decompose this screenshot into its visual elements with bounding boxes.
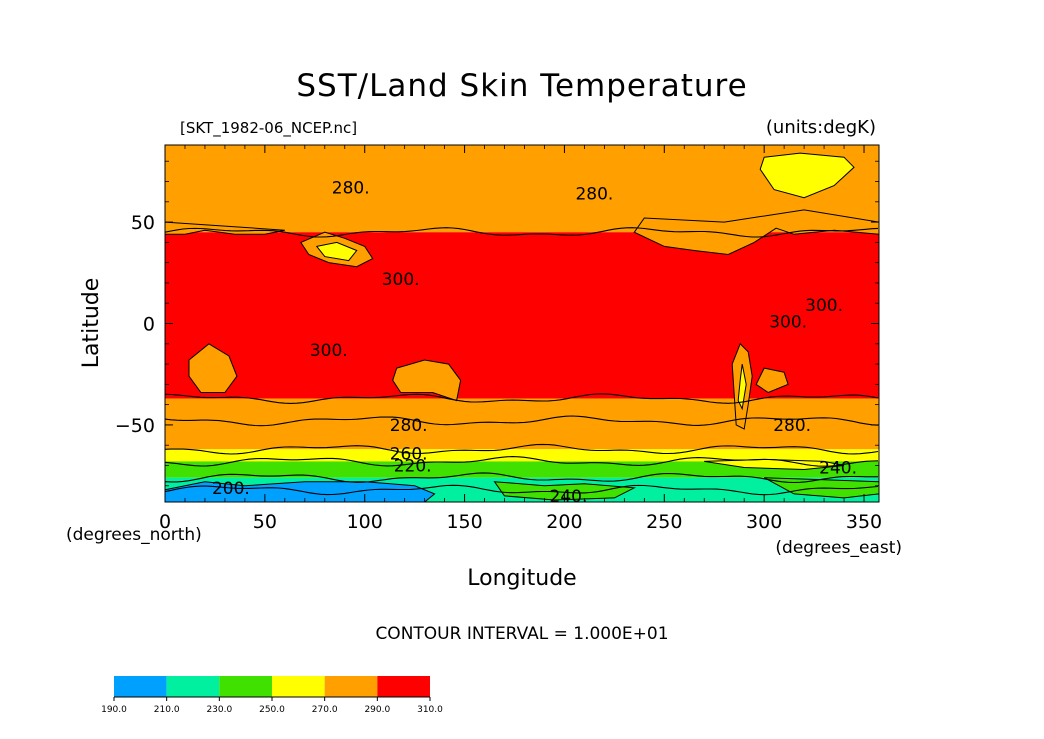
contour-label: 300. — [769, 312, 807, 332]
region-outline-9 — [165, 221, 285, 235]
y-tick-label: 0 — [143, 314, 155, 336]
contour-interval: CONTOUR INTERVAL = 1.000E+01 — [375, 624, 668, 644]
contour-label: 280. — [773, 416, 811, 436]
band-1 — [165, 232, 879, 399]
contour-labels: 280. 280.300.300.300.300.280. 280.260.220.… — [212, 179, 857, 507]
region-outline-8 — [633, 209, 879, 256]
axis-ticks: 0 50 100 150 200 250 300 350 −50 0 50 — [115, 145, 882, 533]
x-tick-label: 50 — [253, 511, 277, 533]
region-outline-7 — [755, 367, 789, 394]
colorbar-label: 230.0 — [206, 705, 232, 715]
x-tick-label: 0 — [159, 511, 171, 533]
x-tick-label: 350 — [846, 511, 882, 533]
contour-lines — [165, 152, 879, 502]
region-europe-west — [165, 222, 285, 235]
colorbar-label: 250.0 — [259, 705, 285, 715]
contour-label: 200. — [212, 479, 250, 499]
x-tick-label: 100 — [347, 511, 383, 533]
region-outline-10 — [165, 481, 436, 502]
region-outline-2 — [315, 241, 358, 262]
region-outline-6 — [737, 364, 747, 411]
colorbar-label: 290.0 — [364, 705, 390, 715]
contour-line-2 — [165, 415, 879, 427]
region-australia — [392, 360, 461, 401]
contour-line-6 — [165, 484, 879, 496]
region-outline-5 — [731, 342, 753, 430]
y-tick-label: −50 — [115, 415, 155, 437]
contour-label: 300. — [382, 270, 420, 290]
chart-title: SST/Land Skin Temperature — [296, 68, 747, 104]
contour-label: 280. — [390, 416, 428, 436]
region-south-america-east — [756, 368, 789, 393]
colorbar-label: 310.0 — [417, 705, 443, 715]
region-outline-13 — [704, 458, 845, 471]
region-southern-africa — [189, 343, 237, 393]
region-outline-0 — [759, 152, 855, 199]
region-outline-3 — [188, 343, 238, 393]
region-antarctica-green-central — [494, 481, 635, 500]
region-antarctica-yellow-tongue — [704, 459, 844, 470]
contour-line-0 — [165, 227, 879, 238]
contour-label: 240. — [550, 487, 588, 507]
contour-label: 280. — [575, 185, 613, 205]
band-3 — [165, 449, 879, 462]
colorbar-label: 190.0 — [101, 705, 127, 715]
contour-label: 300. — [310, 341, 348, 361]
colorbar: 190.0 210.0 230.0 250.0 270.0 290.0 310.0 — [101, 676, 443, 715]
colorbar-label: 210.0 — [154, 705, 180, 715]
contour-line-5 — [165, 472, 878, 484]
chart-subtitle-right: (units:degK) — [766, 117, 876, 138]
contour-label: 300. — [805, 296, 843, 316]
colorbar-swatch — [272, 676, 325, 697]
y-axis-unit: (degrees_north) — [66, 525, 202, 545]
region-antarctica-deep — [165, 481, 435, 502]
contour-label: 280. — [332, 179, 370, 199]
x-tick-label: 150 — [446, 511, 482, 533]
contour-line-3 — [165, 443, 879, 455]
band-2 — [165, 398, 879, 450]
contour-label: 260. — [390, 444, 428, 464]
region-outline-1 — [300, 231, 374, 268]
x-tick-label: 200 — [546, 511, 582, 533]
region-outline-12 — [493, 481, 637, 501]
colorbar-swatch — [324, 676, 378, 697]
region-outline-11 — [763, 477, 879, 499]
colorbar-swatch — [114, 676, 167, 697]
x-axis-unit: (degrees_east) — [775, 538, 902, 558]
contour-label: 240. — [819, 459, 857, 479]
temperature-regions — [165, 153, 879, 502]
x-axis-label: Longitude — [467, 566, 576, 591]
colorbar-label: 270.0 — [312, 705, 338, 715]
y-tick-label: 50 — [131, 212, 155, 234]
contour-line-1 — [165, 393, 879, 404]
x-tick-label: 250 — [646, 511, 682, 533]
colorbar-swatch — [219, 676, 272, 697]
contour-label: 220. — [394, 456, 432, 476]
x-tick-label: 300 — [746, 511, 782, 533]
colorbar-swatch — [377, 676, 430, 697]
colorbar-swatch — [166, 676, 220, 697]
band-4 — [165, 461, 879, 478]
y-axis-label: Latitude — [79, 278, 104, 369]
region-outline-4 — [392, 359, 462, 402]
chart-subtitle-left: [SKT_1982-06_NCEP.nc] — [180, 119, 357, 138]
